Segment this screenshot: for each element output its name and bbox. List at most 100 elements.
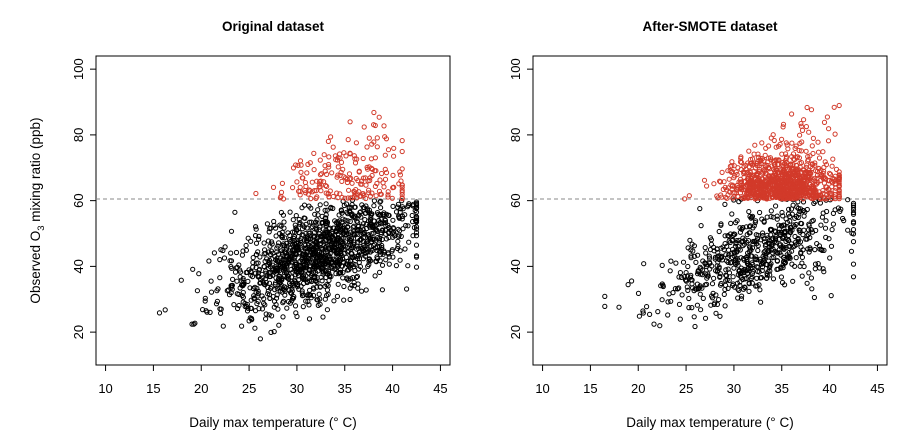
- scatter-point: [280, 298, 287, 304]
- y-tick-label: 100: [71, 58, 86, 80]
- scatter-point: [779, 136, 785, 142]
- scatter-point: [755, 268, 761, 274]
- scatter-point: [336, 258, 342, 264]
- scatter-point: [766, 258, 772, 264]
- scatter-point: [253, 260, 259, 266]
- scatter-point: [380, 251, 386, 257]
- scatter-point: [339, 253, 345, 259]
- scatter-point: [729, 254, 736, 261]
- scatter-point: [747, 168, 753, 174]
- scatter-point: [278, 209, 284, 216]
- scatter-point: [261, 300, 267, 306]
- scatter-point: [317, 241, 323, 247]
- scatter-point: [287, 209, 293, 215]
- scatter-point: [307, 230, 313, 236]
- scatter-point: [390, 184, 397, 190]
- scatter-point: [763, 254, 769, 260]
- scatter-point: [825, 138, 832, 144]
- scatter-point: [307, 287, 313, 293]
- scatter-point: [294, 282, 300, 288]
- scatter-point: [298, 169, 304, 175]
- scatter-point: [261, 263, 267, 270]
- scatter-point: [755, 232, 761, 238]
- scatter-point: [381, 123, 387, 129]
- scatter-point: [697, 291, 703, 297]
- scatter-point: [381, 210, 387, 216]
- scatter-point: [708, 237, 715, 243]
- scatter-point: [317, 255, 323, 261]
- scatter-point: [378, 191, 384, 197]
- scatter-point: [240, 248, 246, 254]
- scatter-point: [725, 185, 731, 191]
- scatter-point: [276, 276, 282, 282]
- scatter-point: [697, 206, 703, 212]
- scatter-point: [284, 305, 290, 311]
- scatter-point: [374, 144, 380, 150]
- scatter-point: [686, 193, 692, 199]
- scatter-point: [771, 192, 778, 198]
- scatter-point: [248, 305, 254, 311]
- scatter-point: [737, 279, 743, 285]
- scatter-point: [268, 251, 274, 257]
- scatter-point: [398, 233, 404, 239]
- scatter-point: [786, 237, 792, 243]
- scatter-point: [812, 247, 818, 253]
- scatter-point: [305, 191, 311, 197]
- scatter-point: [232, 269, 239, 275]
- scatter-point: [786, 206, 792, 212]
- scatter-point: [780, 124, 786, 130]
- scatter-point: [358, 181, 364, 187]
- scatter-point: [413, 253, 420, 259]
- scatter-point: [261, 240, 267, 246]
- scatter-point: [782, 282, 788, 288]
- scatter-point: [762, 178, 769, 184]
- scatter-point: [413, 226, 420, 232]
- scatter-point: [792, 263, 798, 269]
- scatter-point: [760, 261, 766, 267]
- plot-frame: [95, 55, 451, 366]
- scatter-point: [316, 291, 322, 297]
- scatter-point: [759, 140, 765, 146]
- scatter-point: [757, 209, 763, 216]
- scatter-point: [303, 221, 309, 227]
- scatter-point: [780, 213, 786, 219]
- scatter-point: [253, 240, 260, 246]
- scatter-point: [390, 203, 396, 209]
- scatter-point: [715, 195, 721, 201]
- scatter-point: [746, 288, 752, 294]
- scatter-point: [239, 323, 245, 329]
- scatter-point: [722, 303, 728, 309]
- scatter-point: [779, 229, 785, 236]
- scatter-point: [682, 196, 688, 202]
- scatter-point: [751, 187, 757, 194]
- scatter-point: [753, 238, 760, 244]
- scatter-point: [264, 273, 270, 279]
- scatter-point: [665, 312, 671, 318]
- scatter-point: [781, 167, 787, 173]
- scatter-point: [299, 175, 305, 181]
- scatter-point: [757, 287, 763, 293]
- scatter-point: [276, 240, 282, 246]
- scatter-point: [322, 283, 328, 289]
- scatter-point: [335, 231, 341, 237]
- scatter-point: [318, 171, 324, 177]
- scatter-point: [326, 273, 332, 279]
- scatter-point: [766, 237, 773, 243]
- scatter-point: [741, 241, 748, 247]
- scatter-point: [808, 275, 815, 281]
- scatter-point: [803, 124, 810, 130]
- scatter-point: [812, 261, 819, 267]
- scatter-point: [836, 183, 842, 189]
- scatter-point: [345, 195, 351, 201]
- scatter-point: [361, 268, 368, 274]
- scatter-point: [319, 250, 325, 256]
- scatter-point: [399, 189, 405, 195]
- scatter-point: [616, 304, 622, 310]
- scatter-point: [287, 241, 293, 247]
- scatter-point: [364, 246, 370, 252]
- y-tick-label: 60: [508, 193, 523, 207]
- scatter-point: [397, 209, 403, 215]
- scatter-point: [352, 204, 358, 210]
- scatter-point: [255, 298, 261, 304]
- scatter-point: [259, 306, 265, 312]
